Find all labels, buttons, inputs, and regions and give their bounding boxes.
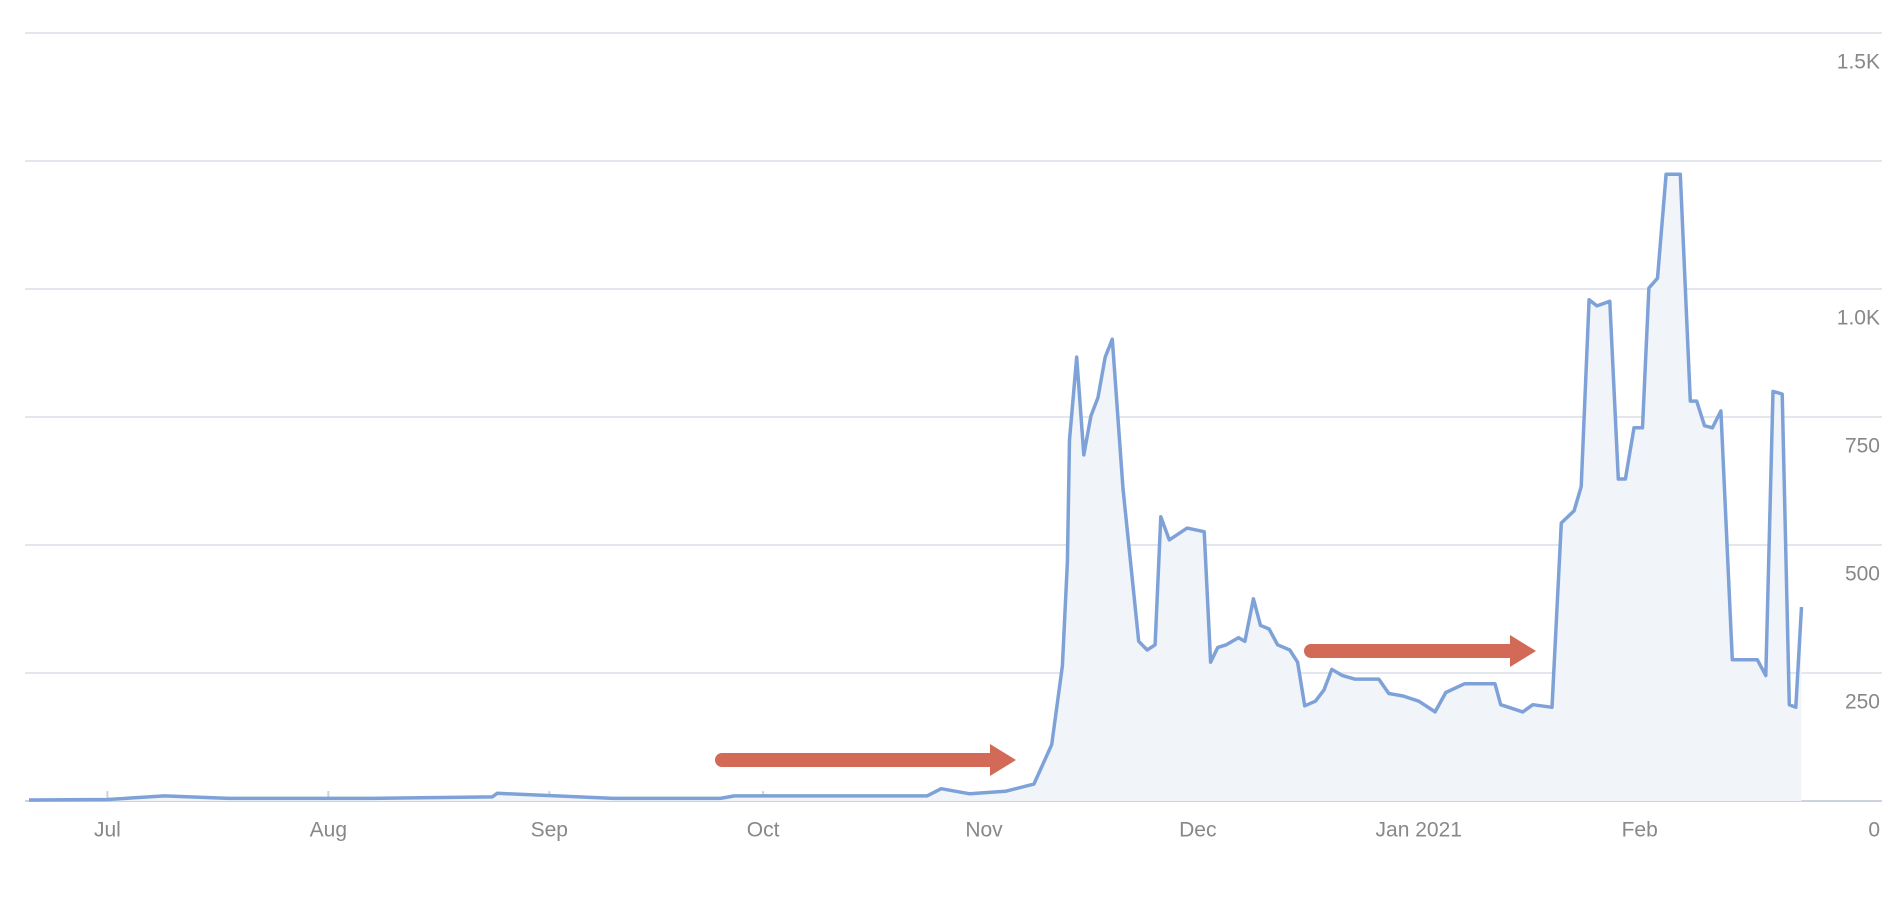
line xyxy=(28,172,1804,802)
y-tick-label: 0 xyxy=(1868,819,1880,842)
x-tick-label: Nov xyxy=(965,819,1003,842)
arrow-head xyxy=(1510,635,1536,667)
x-tick-label: Jan 2021 xyxy=(1376,819,1462,842)
x-tick-label: Aug xyxy=(310,819,347,842)
area-fill xyxy=(29,174,1802,802)
x-tick-label: Oct xyxy=(747,819,780,842)
y-tick-label: 1.0K xyxy=(1837,307,1880,330)
y-tick-label: 500 xyxy=(1845,563,1880,586)
x-tick-label: Feb xyxy=(1622,819,1658,842)
y-tick-label: 1.5K xyxy=(1837,51,1880,74)
arrow-head xyxy=(990,744,1016,776)
y-tick-label: 250 xyxy=(1845,691,1880,714)
annotation-arrows xyxy=(715,635,1536,776)
x-tick-label: Jul xyxy=(94,819,121,842)
y-tick-label: 750 xyxy=(1845,435,1880,458)
x-tick-label: Sep xyxy=(531,819,568,842)
x-tick-label: Dec xyxy=(1179,819,1216,842)
